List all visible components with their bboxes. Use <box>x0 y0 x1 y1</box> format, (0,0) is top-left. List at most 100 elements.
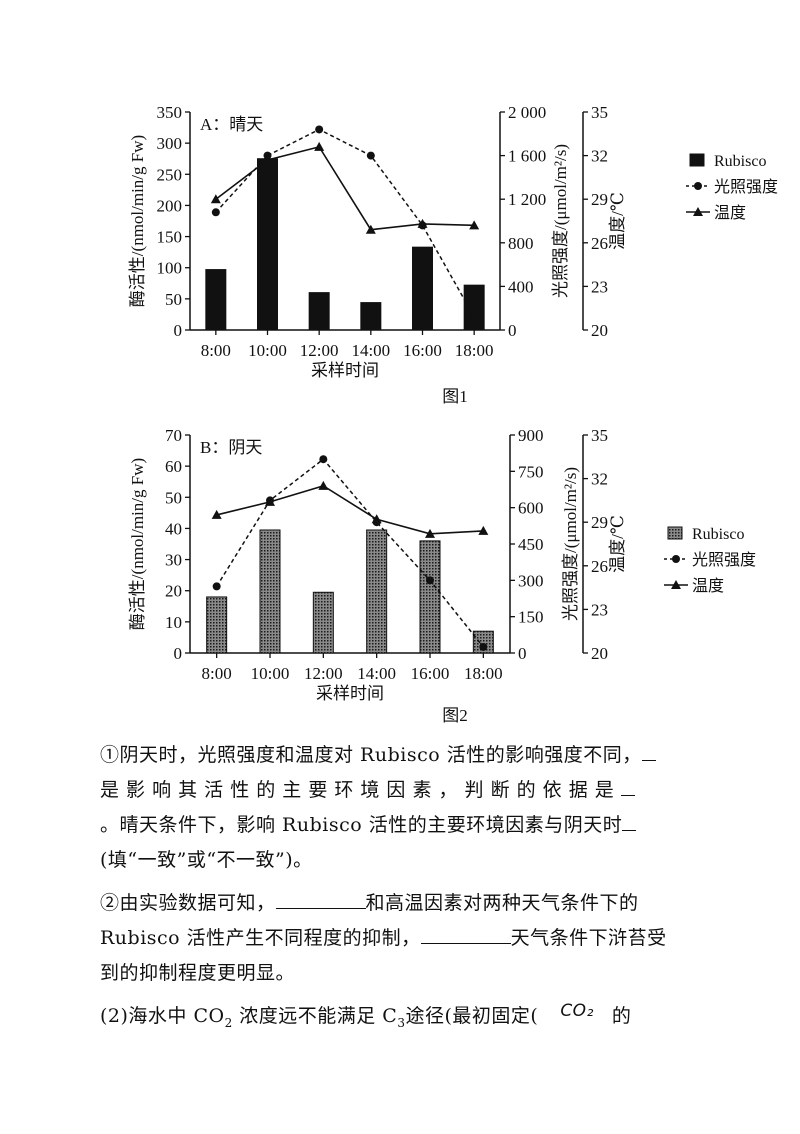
legend-temp-marker <box>671 580 681 589</box>
x-tick-label: 12:00 <box>304 664 343 683</box>
question-1-paragraph: ①阴天时，光照强度和温度对 Rubisco 活性的影响强度不同， 是 影 响 其… <box>100 738 710 878</box>
temperature-point <box>469 220 480 230</box>
right1-tick-label: 800 <box>508 234 534 253</box>
temperature-line <box>216 484 484 535</box>
right2-tick-label: 32 <box>591 147 608 166</box>
x-tick-label: 18:00 <box>464 664 503 683</box>
right1-tick-label: 1 200 <box>508 190 546 209</box>
left-tick-label: 50 <box>165 290 182 309</box>
temperature-line <box>215 145 475 231</box>
bar-rubisco <box>205 269 227 331</box>
answer-blank-4[interactable] <box>275 890 366 909</box>
x-tick-label: 16:00 <box>403 341 442 360</box>
chart-cloudy: 0 10 20 30 40 50 60 70 0 150 300 450 600 750 900 20 23 26… <box>128 426 756 725</box>
x-axis-label: 采样时间 <box>311 361 379 380</box>
light-intensity-point <box>211 208 220 217</box>
right2-tick-label: 35 <box>591 426 608 445</box>
legend-rubisco-swatch <box>667 526 683 540</box>
legend-temp-label: 温度 <box>692 577 724 595</box>
light-intensity-point <box>470 312 479 321</box>
panel-label: A：晴天 <box>200 115 263 134</box>
legend-light-label: 光照强度 <box>692 551 756 569</box>
bar-rubisco <box>259 529 281 654</box>
bar-rubisco <box>308 292 330 331</box>
bar-rubisco <box>257 158 278 331</box>
left-tick-label: 20 <box>165 582 182 601</box>
light-intensity-point <box>212 582 221 591</box>
legend-light-marker <box>672 555 680 563</box>
question-3-paragraph: (2)海水中 CO2 浓度远不能满足 C3途径(最初固定(CO₂ 的 <box>100 1001 632 1030</box>
answer-blank-3[interactable] <box>622 812 637 831</box>
right-axis-2-label: 温度/℃ <box>608 515 627 573</box>
right1-tick-label: 450 <box>518 535 544 554</box>
right2-tick-label: 20 <box>591 644 608 663</box>
legend-rubisco-label: Rubisco <box>714 153 766 170</box>
right2-tick-label: 29 <box>591 190 608 209</box>
answer-blank-1[interactable] <box>641 742 656 761</box>
left-tick-label: 150 <box>157 228 183 247</box>
left-tick-label: 50 <box>165 488 182 507</box>
figure-caption: 图1 <box>442 387 468 406</box>
right1-tick-label: 900 <box>518 426 544 445</box>
right2-tick-label: 32 <box>591 470 608 489</box>
light-intensity-point <box>319 455 328 464</box>
temperature-point <box>417 218 428 228</box>
left-axis-label: 酶活性/(nmol/min/g Fw) <box>128 458 147 630</box>
temperature-point <box>365 224 376 234</box>
right-axis-1-label: 光照强度/(μmol/m²/s) <box>551 144 570 298</box>
right2-tick-label: 26 <box>591 557 608 576</box>
right2-tick-label: 23 <box>591 600 608 619</box>
answer-blank-2[interactable] <box>620 777 635 796</box>
temperature-point <box>262 154 273 164</box>
right1-tick-label: 600 <box>518 499 544 518</box>
light-intensity-line <box>216 458 484 648</box>
question-text: ①阴天时，光照强度和温度对 Rubisco 活性的影响强度不同， 是 影 响 其… <box>100 738 710 1049</box>
chart-sunny: 0 50 100 150 200 250 300 350 0 400 800 1 200 1 600 2 … <box>128 103 778 406</box>
right-axis-2-label: 温度/℃ <box>608 192 627 250</box>
left-tick-label: 350 <box>157 103 183 122</box>
right1-tick-label: 750 <box>518 462 544 481</box>
x-tick-label: 14:00 <box>357 664 396 683</box>
temperature-point <box>211 509 222 519</box>
co2-formula: CO₂ <box>560 1001 594 1021</box>
x-tick-label: 8:00 <box>202 664 232 683</box>
x-tick-label: 14:00 <box>351 341 390 360</box>
right2-tick-label: 23 <box>591 277 608 296</box>
bar-rubisco <box>472 630 494 654</box>
bar-rubisco <box>463 284 485 331</box>
light-intensity-point <box>315 125 324 134</box>
right2-tick-label: 35 <box>591 103 608 122</box>
temperature-point <box>314 141 325 151</box>
x-tick-label: 18:00 <box>455 341 494 360</box>
left-axis-label: 酶活性/(nmol/min/g Fw) <box>128 135 147 307</box>
legend-rubisco-swatch <box>689 153 705 167</box>
bar-rubisco <box>360 302 382 331</box>
left-tick-label: 0 <box>174 321 183 340</box>
right2-tick-label: 26 <box>591 234 608 253</box>
right1-tick-label: 0 <box>518 644 527 663</box>
answer-blank-5[interactable] <box>420 925 511 944</box>
bar-rubisco <box>206 596 228 654</box>
bar-rubisco <box>419 540 441 654</box>
light-intensity-point <box>426 576 434 585</box>
left-tick-label: 100 <box>157 259 183 278</box>
x-axis-label: 采样时间 <box>316 684 384 703</box>
panel-label: B：阴天 <box>200 438 262 457</box>
legend-temp-label: 温度 <box>714 204 746 222</box>
left-tick-label: 250 <box>157 165 183 184</box>
right2-tick-label: 20 <box>591 321 608 340</box>
legend-rubisco-label: Rubisco <box>692 526 744 543</box>
right-axis-1-label: 光照强度/(μmol/m²/s) <box>561 467 580 621</box>
temperature-point <box>210 194 221 204</box>
light-intensity-point <box>366 151 375 160</box>
x-tick-label: 8:00 <box>201 341 231 360</box>
x-tick-label: 12:00 <box>300 341 339 360</box>
right1-tick-label: 0 <box>508 321 517 340</box>
left-tick-label: 10 <box>165 613 182 632</box>
light-intensity-line <box>215 128 475 318</box>
right1-tick-label: 300 <box>518 571 544 590</box>
x-tick-label: 16:00 <box>411 664 450 683</box>
bar-rubisco <box>366 529 388 654</box>
temperature-point <box>265 496 275 506</box>
question-2-paragraph: ②由实验数据可知， 和高温因素对两种天气条件下的 Rubisco 活性产生不同程度… <box>100 890 667 984</box>
